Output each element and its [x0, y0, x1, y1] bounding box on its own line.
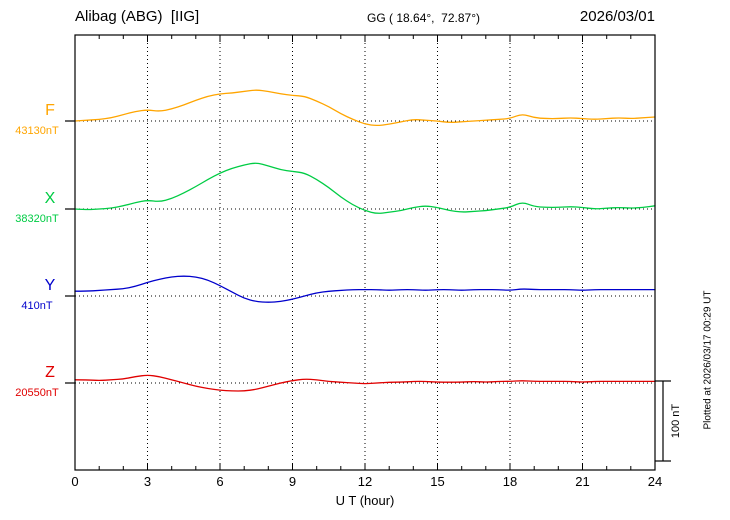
plot-frame	[74, 34, 656, 471]
geographic-coordinates: GG ( 18.64°, 72.87°)	[367, 11, 480, 25]
series-Z-trace	[74, 374, 656, 392]
component-letter-F: F	[45, 102, 55, 119]
component-baseline-value-Y: 410nT	[21, 300, 53, 312]
series-F-trace	[74, 89, 656, 127]
x-tick-label-6: 6	[216, 474, 224, 489]
x-tick-label-12: 12	[357, 474, 373, 489]
x-tick-label-9: 9	[288, 474, 297, 489]
series-X-trace	[74, 162, 656, 214]
x-tick-label-21: 21	[575, 474, 590, 489]
component-letter-Z: Z	[45, 364, 55, 381]
x-axis-label: U T (hour)	[335, 493, 395, 508]
station-title: Alibag (ABG) [IIG]	[75, 8, 200, 25]
x-tick-label-15: 15	[430, 474, 445, 489]
component-letter-X: X	[44, 190, 56, 207]
x-tick-label-24: 24	[647, 474, 663, 489]
x-tick-label-3: 3	[143, 474, 152, 489]
series-Y-trace	[74, 275, 656, 303]
scale-bar-label: 100 nT	[670, 403, 682, 439]
component-baseline-value-X: 38320nT	[15, 213, 59, 225]
component-baseline-value-Z: 20550nT	[15, 387, 59, 399]
component-baseline-value-F: 43130nT	[15, 125, 59, 137]
record-date: 2026/03/01	[579, 8, 655, 25]
component-letter-Y: Y	[44, 277, 56, 294]
plotted-at-note: Plotted at 2026/03/17 00:29 UT	[702, 290, 714, 430]
x-tick-label-0: 0	[71, 474, 79, 489]
x-tick-label-18: 18	[502, 474, 518, 489]
